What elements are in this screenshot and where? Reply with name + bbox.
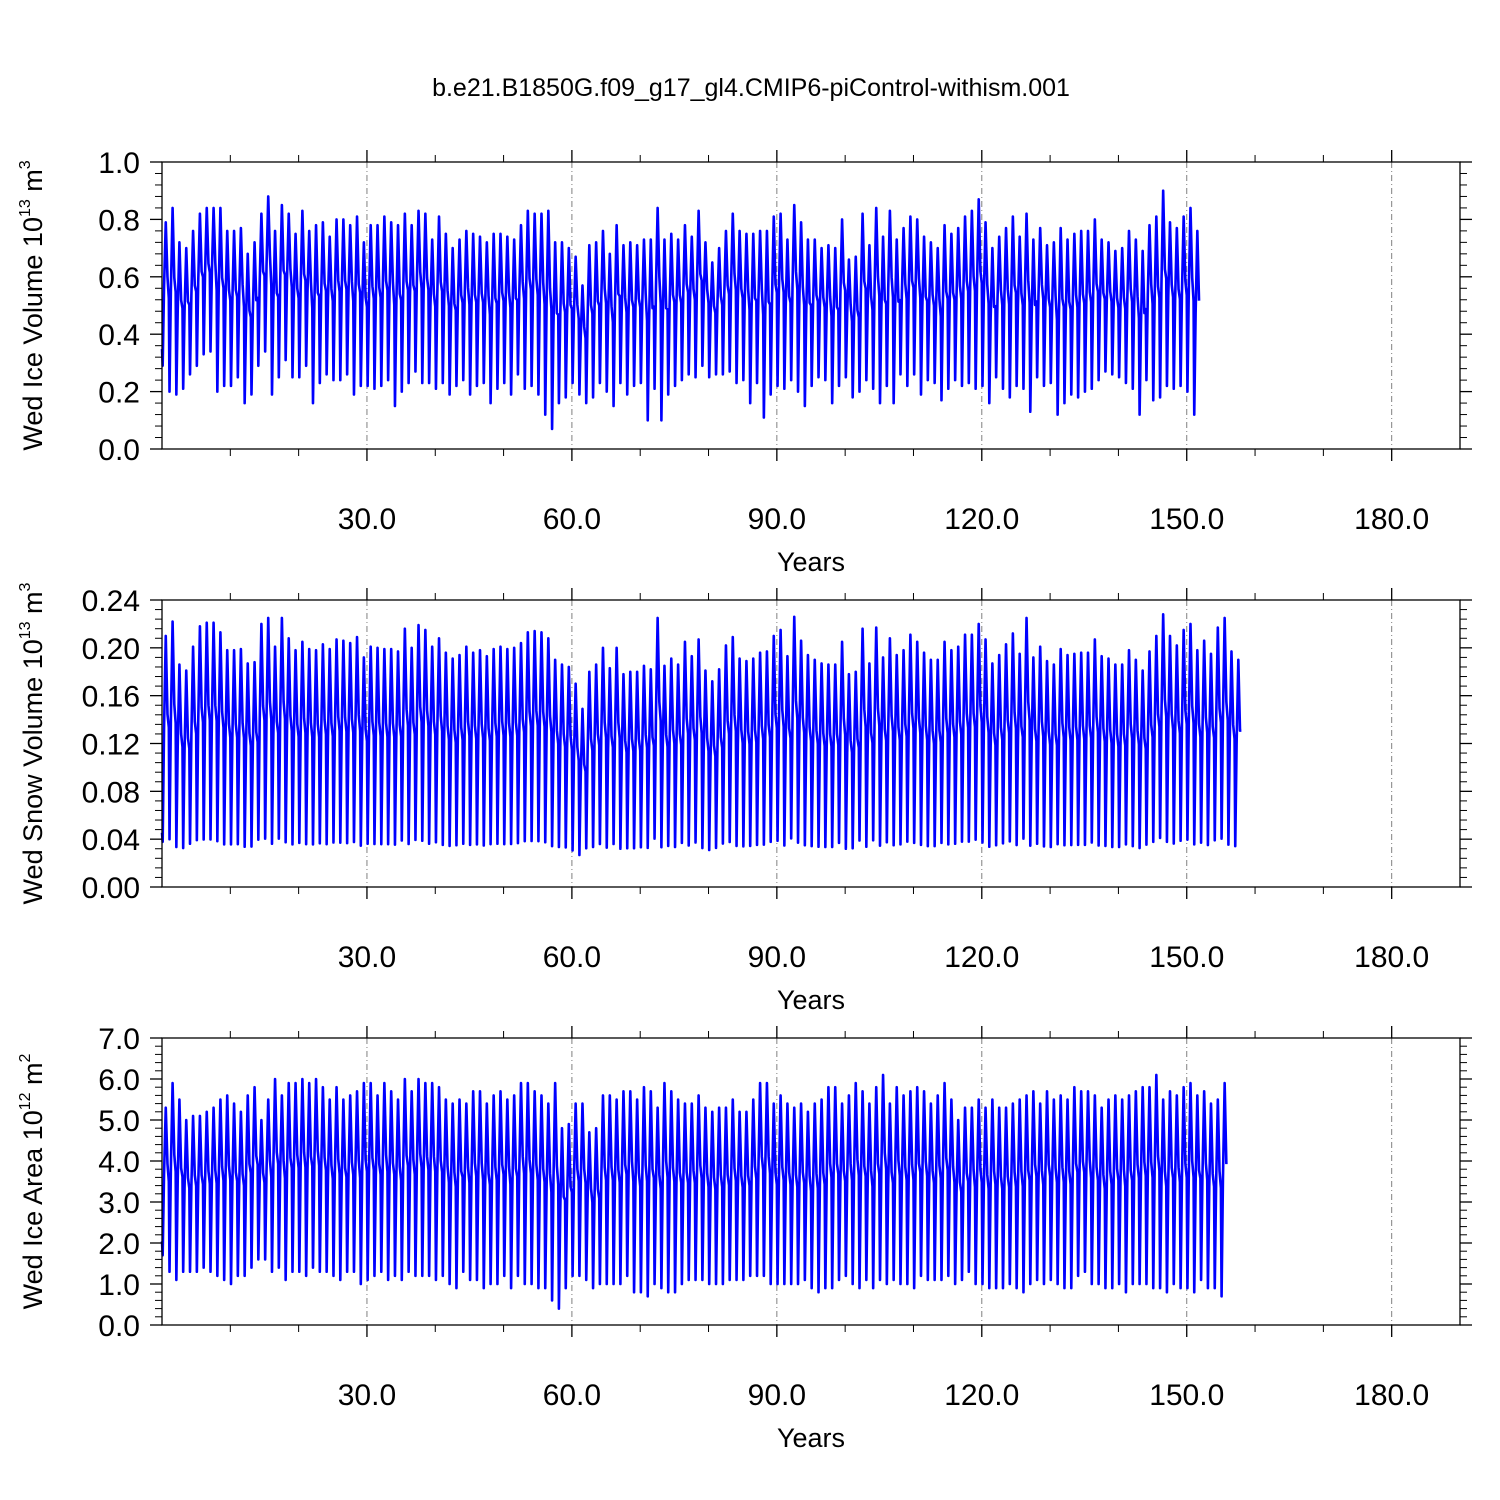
y-tick-label: 0.00 [82,872,140,905]
data-line [160,1073,1228,1310]
y-axis-label: Wed Snow Volume 1013 m3 [17,582,48,904]
y-tick-label: 0.04 [82,824,140,857]
y-axis-label-text: Wed Snow Volume 10 [18,639,48,904]
y-axis-label: Wed Ice Area 1012 m2 [17,1053,48,1309]
y-axis-label-unit: m [18,169,48,199]
x-axis-label: Years [777,985,845,1015]
y-tick-label: 0.4 [98,319,140,352]
x-tick-label: 120.0 [944,941,1019,974]
y-axis-label-unit: m [18,591,48,621]
chart-panel-1: 30.0 60.0 90.0 120.0 150.0 180.0 0.0 0.2 0.4 0.6 0… [17,147,1472,577]
y-tick-label: 6.0 [98,1064,140,1097]
y-axis-label-exponent: 12 [17,1092,34,1110]
x-tick-label: 90.0 [748,1379,806,1412]
y-tick-label: 0.20 [82,633,140,666]
y-tick-label: 5.0 [98,1105,140,1138]
x-tick-label: 90.0 [748,941,806,974]
x-tick-label: 30.0 [338,1379,396,1412]
y-axis-label-exponent: 13 [17,199,34,217]
x-tick-label: 120.0 [944,1379,1019,1412]
y-tick-label: 1.0 [98,147,140,180]
y-tick-label: 0.0 [98,1310,140,1343]
y-tick-label: 2.0 [98,1228,140,1261]
y-axis-label-exponent: 13 [17,621,34,639]
y-tick-label: 7.0 [98,1023,140,1056]
y-tick-label: 4.0 [98,1146,140,1179]
data-line [160,613,1242,857]
y-axis-label-unit-exponent: 3 [17,160,34,169]
x-axis-label: Years [777,547,845,577]
x-tick-label: 150.0 [1149,941,1224,974]
y-tick-label: 0.24 [82,585,140,618]
y-tick-label: 0.08 [82,776,140,809]
x-tick-label: 90.0 [748,503,806,536]
y-axis-label-unit-exponent: 2 [17,1053,34,1062]
x-tick-label: 150.0 [1149,503,1224,536]
x-tick-label: 30.0 [338,941,396,974]
x-tick-label: 60.0 [543,503,601,536]
y-axis-label-text: Wed Ice Volume 10 [18,217,48,451]
y-axis-label-unit-exponent: 3 [17,582,34,591]
y-tick-label: 3.0 [98,1187,140,1220]
plot-frame [161,161,1461,450]
y-tick-label: 0.8 [98,204,140,237]
y-tick-label: 0.6 [98,262,140,295]
y-tick-label: 0.2 [98,377,140,410]
x-tick-label: 180.0 [1354,941,1429,974]
y-tick-label: 0.12 [82,729,140,762]
x-tick-label: 60.0 [543,941,601,974]
x-tick-label: 150.0 [1149,1379,1224,1412]
y-tick-label: 0.0 [98,434,140,467]
chart-panel-3: 30.0 60.0 90.0 120.0 150.0 180.0 0.0 1.0 2.0 3.0 4… [17,1023,1472,1453]
x-tick-label: 60.0 [543,1379,601,1412]
y-tick-label: 0.16 [82,681,140,714]
x-tick-label: 180.0 [1354,1379,1429,1412]
x-axis-label: Years [777,1423,845,1453]
y-axis-label: Wed Ice Volume 1013 m3 [17,160,48,450]
y-axis-label-text: Wed Ice Area 10 [18,1110,48,1309]
x-tick-label: 120.0 [944,503,1019,536]
x-tick-label: 30.0 [338,503,396,536]
plot-frame [161,1037,1461,1326]
chart-panel-2: 30.0 60.0 90.0 120.0 150.0 180.0 0.00 0.04 0.08 0… [17,582,1472,1015]
figure-title: b.e21.B1850G.f09_g17_gl4.CMIP6-piControl… [432,74,1070,102]
x-tick-label: 180.0 [1354,503,1429,536]
data-line [160,189,1201,431]
y-tick-label: 1.0 [98,1269,140,1302]
y-axis-label-unit: m [18,1062,48,1092]
